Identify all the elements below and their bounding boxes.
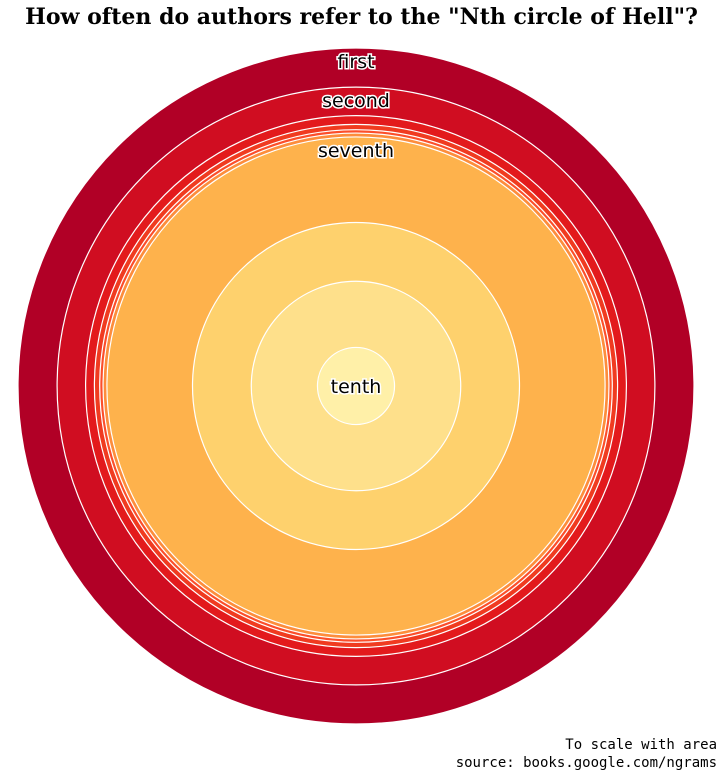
ring-group [17,47,695,725]
ring-tenth [316,346,396,426]
source-note: source: books.google.com/ngrams [455,755,717,771]
ring-label-first: first [337,51,374,73]
chart-title: How often do authors refer to the "Nth c… [25,4,698,30]
ring-label-tenth: tenth [331,376,382,398]
ring-label-second: second [322,90,390,112]
scale-note: To scale with area [565,737,717,753]
ring-label-group: first second seventh tenth [316,50,395,400]
ring-label-seventh: seventh [318,140,394,162]
